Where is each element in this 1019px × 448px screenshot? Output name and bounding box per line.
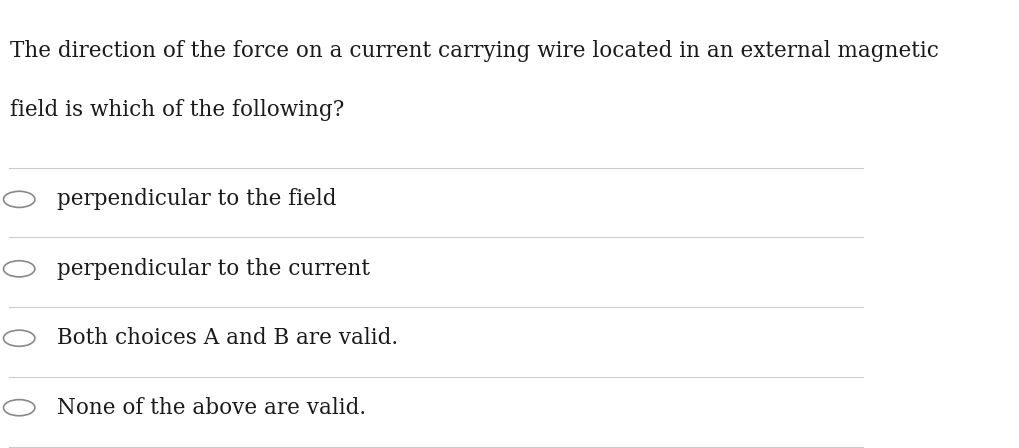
Text: Both choices A and B are valid.: Both choices A and B are valid. (57, 327, 397, 349)
Text: None of the above are valid.: None of the above are valid. (57, 396, 366, 419)
Text: perpendicular to the current: perpendicular to the current (57, 258, 369, 280)
Text: perpendicular to the field: perpendicular to the field (57, 188, 336, 211)
Text: field is which of the following?: field is which of the following? (10, 99, 344, 121)
Text: The direction of the force on a current carrying wire located in an external mag: The direction of the force on a current … (10, 40, 938, 62)
